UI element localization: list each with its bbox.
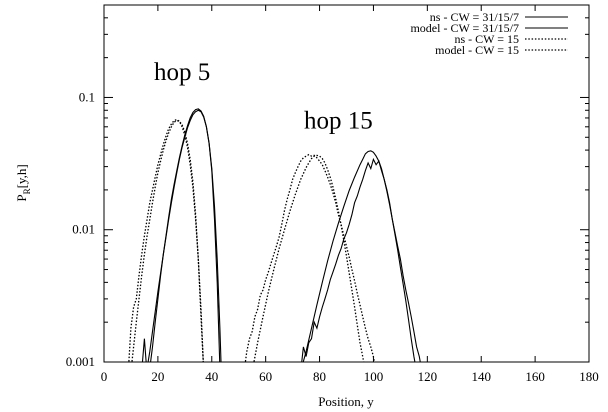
series-3: [128, 118, 376, 362]
x-tick-label: 0: [101, 369, 108, 384]
legend-label: ns - CW = 15: [454, 32, 519, 46]
x-axis-ticks: 0 20 40 60 80 100 120 140 160 180: [101, 5, 599, 384]
legend-label: model - CW = 31/15/7: [410, 21, 519, 35]
series-line: [301, 157, 421, 362]
series-line: [253, 154, 365, 362]
y-tick-label: 0.01: [72, 222, 95, 237]
series-line: [302, 150, 416, 362]
y-tick-label: 0.1: [79, 89, 95, 104]
legend-label: model - CW = 15: [435, 43, 519, 57]
x-tick-label: 80: [313, 369, 326, 384]
x-tick-label: 20: [151, 369, 164, 384]
annotation-label: hop 15: [304, 108, 373, 135]
series-layer: [128, 108, 421, 362]
y-tick-label: 0.001: [66, 354, 95, 369]
x-tick-label: 140: [471, 369, 491, 384]
series-line: [141, 108, 221, 362]
series-1: [141, 108, 421, 362]
annotations: hop 5 hop 15: [154, 59, 373, 135]
series-2: [147, 109, 416, 362]
annotation-label: hop 5: [154, 59, 210, 86]
legend-label: ns - CW = 31/15/7: [430, 10, 519, 24]
x-axis-label: Position, y: [318, 394, 374, 409]
x-tick-label: 120: [418, 369, 438, 384]
y-axis-label-suffix: [y,h]: [14, 164, 29, 188]
x-tick-label: 40: [205, 369, 218, 384]
x-tick-label: 60: [259, 369, 272, 384]
y-axis-label: PR[y,h]: [14, 164, 32, 201]
series-line: [147, 109, 222, 362]
plot-frame: [103, 4, 590, 363]
x-tick-label: 160: [525, 369, 545, 384]
y-axis-label-subscript: R: [22, 188, 32, 194]
series-line: [244, 153, 376, 362]
y-axis-ticks: 0.001 0.01 0.1: [66, 17, 589, 369]
series-4: [131, 119, 365, 362]
series-line: [131, 119, 204, 362]
series-line: [128, 118, 204, 362]
x-tick-label: 100: [364, 369, 384, 384]
y-axis-label-main: P: [14, 194, 29, 201]
x-tick-label: 180: [579, 369, 599, 384]
